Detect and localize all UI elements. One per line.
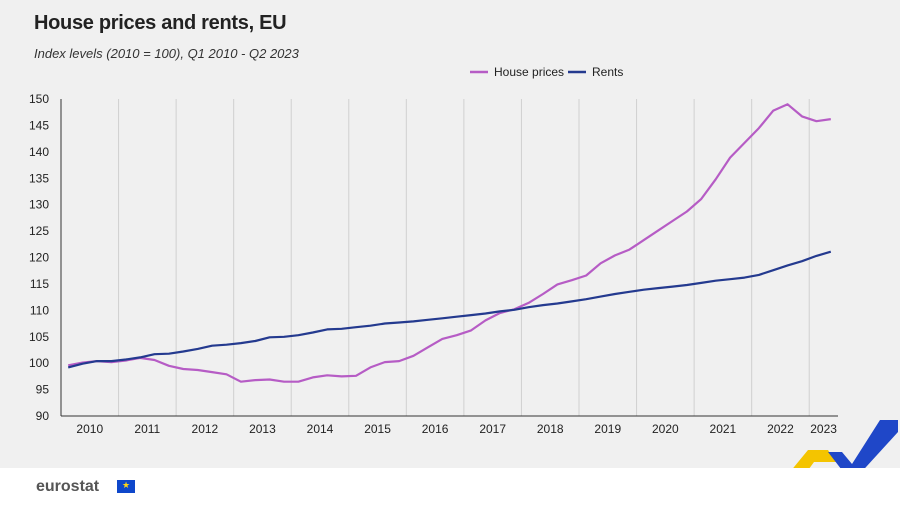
y-tick-label: 135 — [29, 171, 49, 185]
y-tick-label: 120 — [29, 251, 49, 265]
x-tick-label: 2013 — [249, 422, 276, 436]
y-tick-label: 100 — [29, 356, 49, 370]
chart-title: House prices and rents, EU — [34, 12, 287, 34]
eu-flag-icon: ★ — [117, 480, 135, 493]
y-tick-label: 130 — [29, 198, 49, 212]
x-tick-label: 2015 — [364, 422, 391, 436]
y-tick-label: 95 — [36, 383, 50, 397]
eurostat-logo: eurostat — [36, 478, 100, 495]
y-tick-label: 115 — [30, 277, 49, 291]
y-tick-label: 105 — [29, 330, 49, 344]
legend: House prices Rents — [470, 65, 623, 79]
y-tick-label: 150 — [29, 92, 49, 106]
x-tick-label: 2022 — [767, 422, 794, 436]
rents-line — [67, 250, 832, 369]
x-tick-label: 2018 — [537, 422, 564, 436]
legend-rents-label: Rents — [592, 65, 623, 79]
x-tick-label: 2019 — [594, 422, 621, 436]
y-tick-label: 90 — [36, 409, 50, 423]
x-tick-label: 2021 — [710, 422, 737, 436]
y-tick-label: 110 — [30, 303, 49, 317]
x-tick-label: 2020 — [652, 422, 679, 436]
series-lines — [67, 103, 832, 383]
axes: 150 145 140 135 130 125 120 115 110 105 100 95 90 201… — [29, 92, 838, 436]
chart-subtitle: Index levels (2010 = 100), Q1 2010 - Q2 … — [34, 46, 299, 61]
footer — [0, 468, 900, 506]
x-tick-label: 2011 — [134, 422, 160, 436]
blue-chevron-shape — [828, 420, 898, 478]
y-tick-label: 145 — [29, 118, 49, 132]
house-prices-line — [67, 103, 831, 383]
grid-lines — [118, 99, 810, 416]
chart-panel — [0, 0, 900, 468]
x-tick-label: 2017 — [479, 422, 506, 436]
y-tick-label: 140 — [29, 145, 49, 159]
legend-house-prices-label: House prices — [494, 65, 564, 79]
x-tick-label: 2010 — [76, 422, 103, 436]
x-tick-label: 2012 — [192, 422, 219, 436]
x-tick-label: 2023 — [810, 422, 837, 436]
x-tick-label: 2016 — [422, 422, 449, 436]
y-tick-label: 125 — [29, 224, 49, 238]
x-tick-label: 2014 — [307, 422, 334, 436]
